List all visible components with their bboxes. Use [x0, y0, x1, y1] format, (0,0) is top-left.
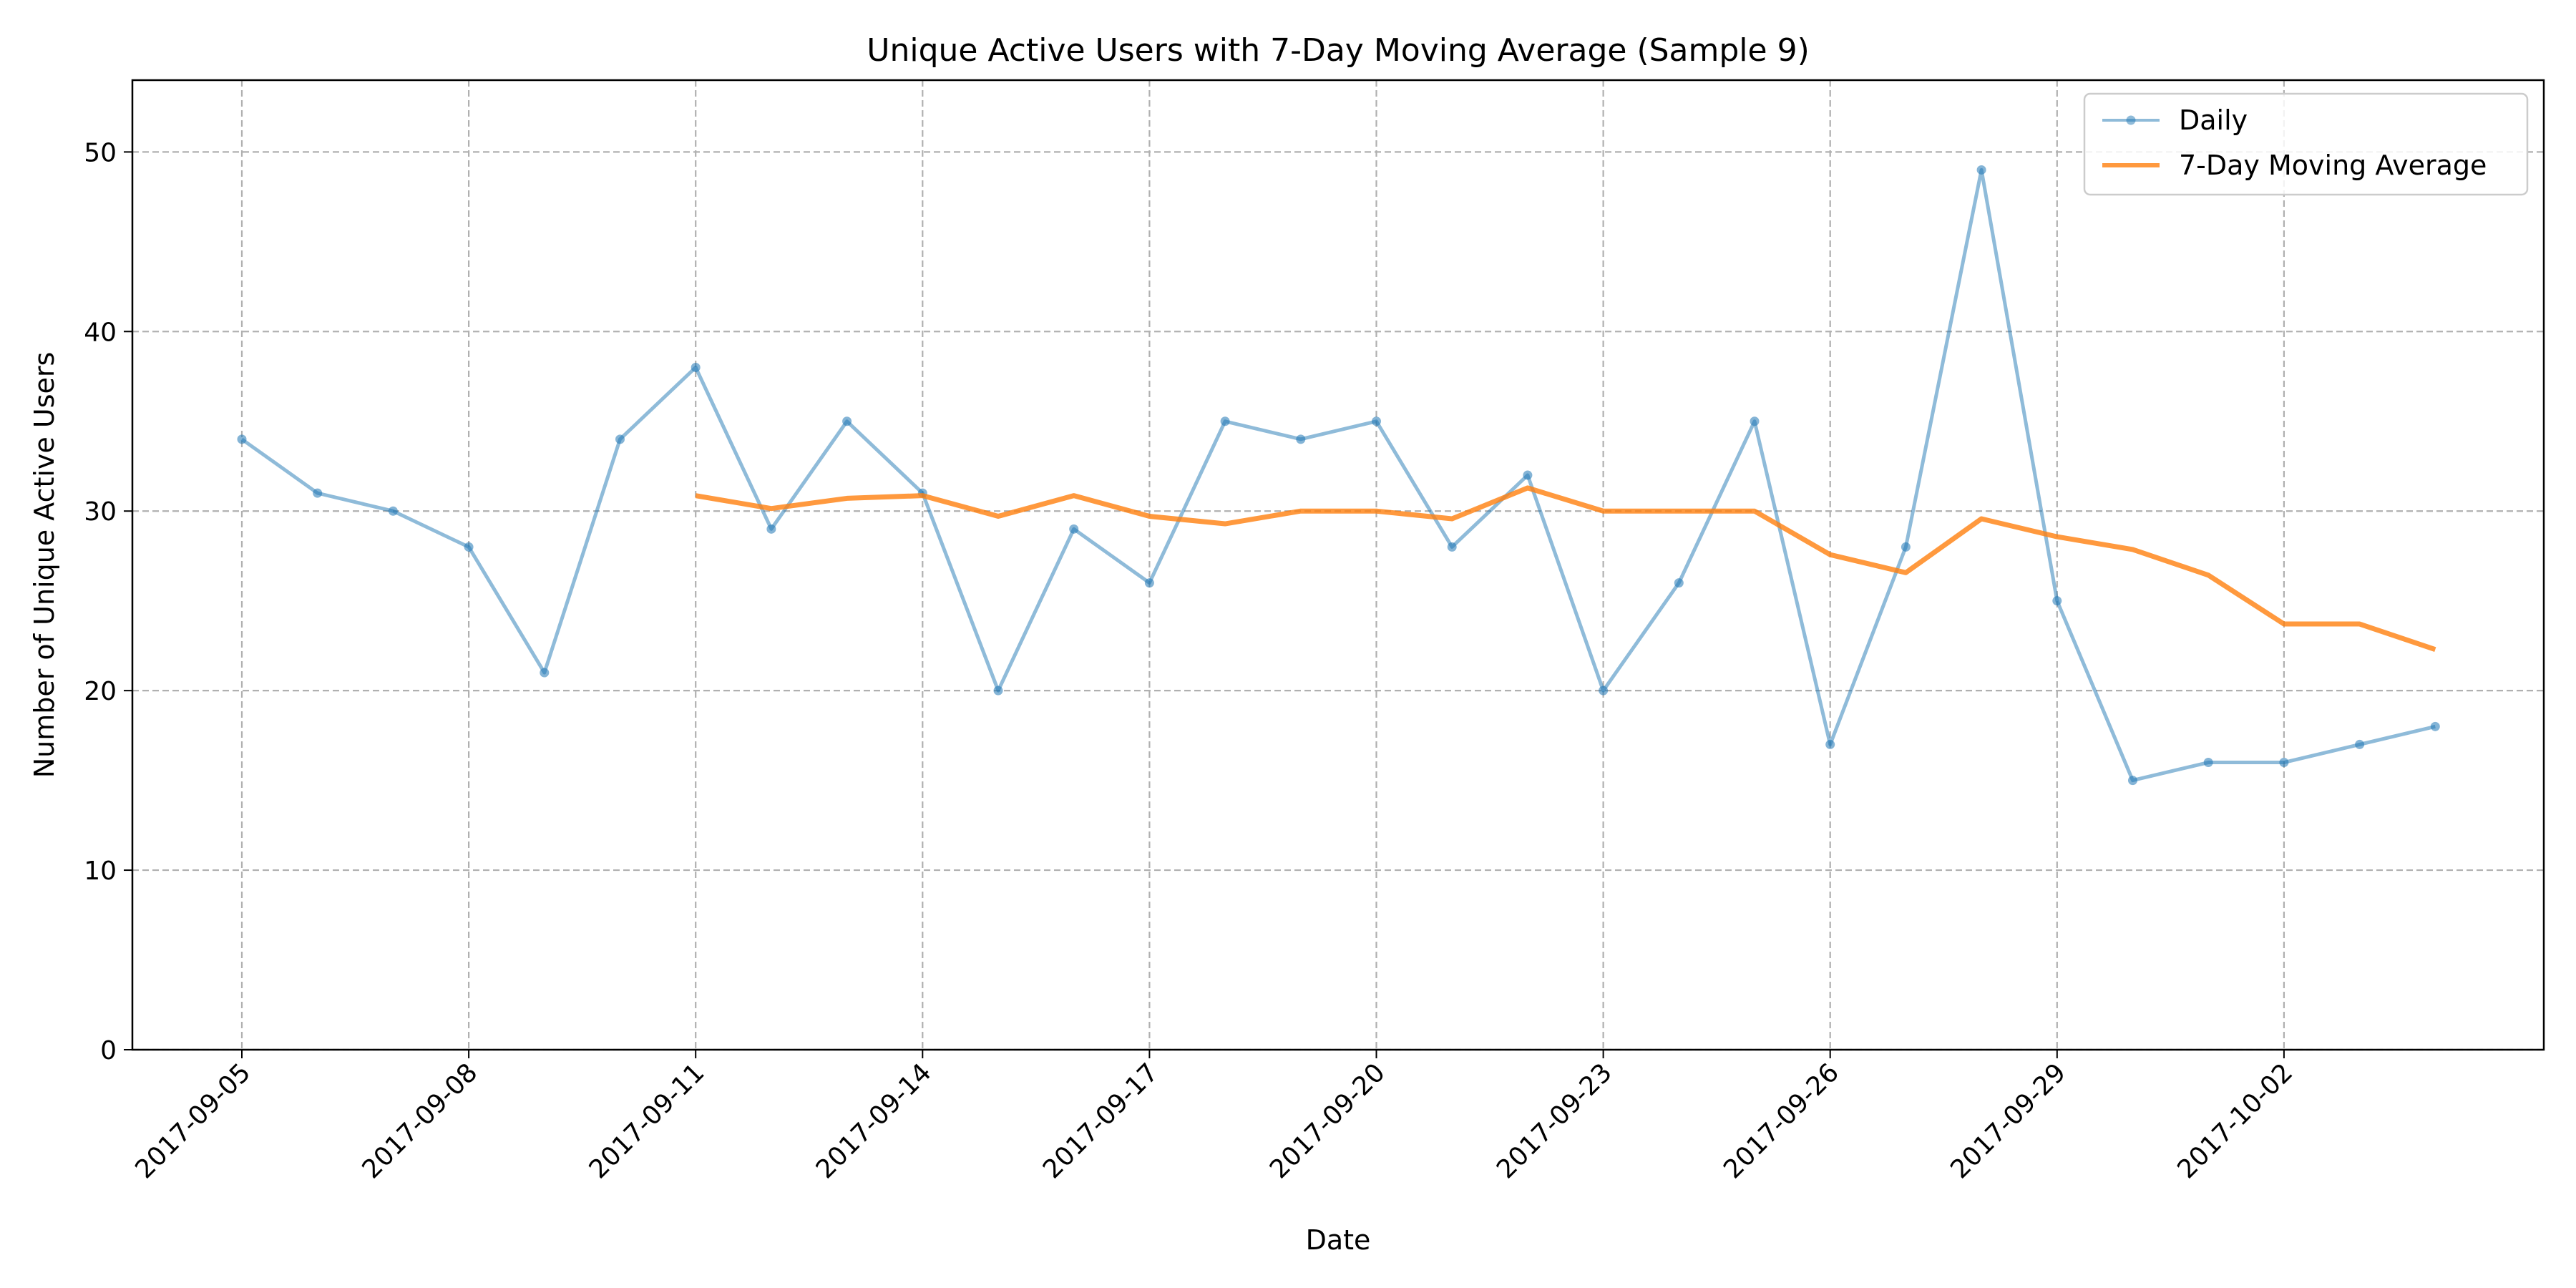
daily-point [1220, 416, 1230, 426]
y-axis-title: Number of Unique Active Users [29, 352, 60, 779]
daily-point [1901, 542, 1911, 552]
daily-series-line [240, 167, 2436, 783]
daily-point [464, 542, 474, 552]
daily-point [2052, 596, 2062, 606]
grid-layer [132, 80, 2544, 1051]
daily-point [237, 434, 247, 444]
daily-point [1750, 416, 1760, 426]
legend: Daily 7-Day Moving Average [2083, 92, 2529, 196]
x-axis-title: Date [1306, 1224, 1371, 1256]
daily-point [691, 362, 701, 372]
daily-point [615, 434, 625, 444]
daily-point [1674, 578, 1684, 588]
daily-point [766, 524, 776, 534]
legend-daily-marker [2126, 115, 2136, 125]
daily-point [2128, 776, 2137, 786]
y-tick-label: 30 [84, 497, 117, 527]
daily-point [1599, 686, 1609, 696]
daily-point [1144, 578, 1154, 588]
y-tick-label: 40 [84, 318, 117, 347]
y-tick-label: 50 [84, 138, 117, 167]
daily-point [1069, 524, 1079, 534]
daily-point [2430, 721, 2440, 731]
moving-average-series-line [695, 485, 2436, 653]
daily-point [2279, 758, 2289, 768]
daily-point [388, 506, 398, 516]
daily-point [1447, 542, 1457, 552]
y-tick-label: 10 [84, 857, 117, 886]
series-layer [237, 165, 2440, 786]
daily-point [1523, 470, 1533, 480]
chart-title: Unique Active Users with 7-Day Moving Av… [867, 32, 1809, 69]
daily-point [993, 686, 1003, 696]
y-tick-label: 20 [84, 677, 117, 706]
daily-point [540, 668, 550, 678]
legend-box [2083, 92, 2529, 196]
daily-point [2203, 758, 2213, 768]
legend-daily-label: Daily [2179, 104, 2248, 136]
daily-point [842, 416, 852, 426]
daily-point [1372, 416, 1381, 426]
daily-point [1825, 739, 1835, 749]
plot-frame [131, 79, 2545, 1051]
daily-point [1976, 165, 1986, 175]
legend-moving-average-label: 7-Day Moving Average [2179, 150, 2487, 181]
daily-point [2355, 739, 2365, 749]
y-tick-label: 0 [100, 1036, 117, 1065]
daily-point [1296, 434, 1306, 444]
daily-point [313, 488, 323, 498]
